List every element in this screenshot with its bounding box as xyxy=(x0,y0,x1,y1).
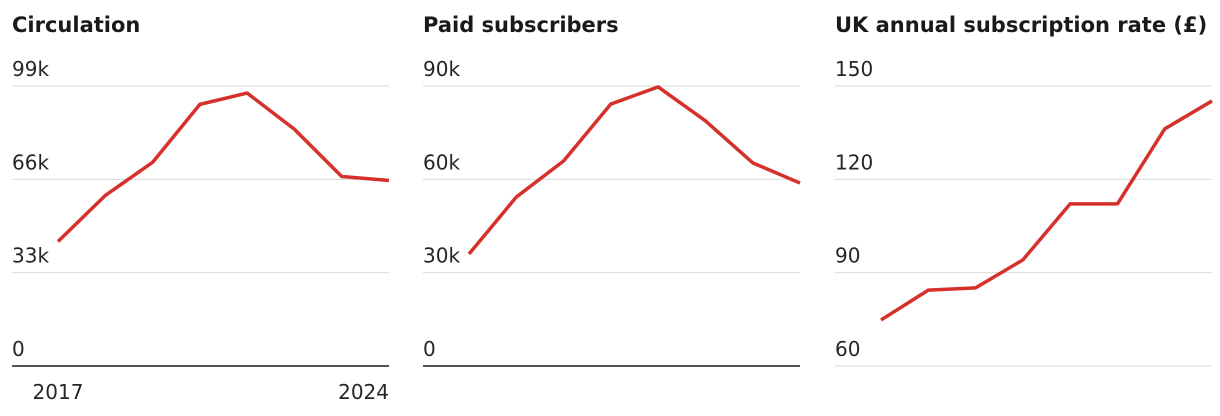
y-tick-label: 60k xyxy=(423,150,460,174)
y-tick-label: 90k xyxy=(423,57,460,81)
y-tick-label: 150 xyxy=(835,57,873,81)
x-tick-label: 2017 xyxy=(33,380,84,404)
y-tick-label: 0 xyxy=(12,337,25,361)
y-tick-label: 33k xyxy=(12,244,49,268)
data-line xyxy=(467,85,801,256)
data-line xyxy=(56,91,390,243)
y-tick-label: 0 xyxy=(423,337,436,361)
y-tick-label: 60 xyxy=(835,337,860,361)
chart-title: Circulation xyxy=(12,13,140,37)
x-tick-label: 2024 xyxy=(338,380,389,404)
y-tick-label: 66k xyxy=(12,150,49,174)
chart-title: UK annual subscription rate (£) xyxy=(835,13,1207,37)
data-line xyxy=(880,99,1213,322)
y-tick-label: 90 xyxy=(835,244,860,268)
chart-title: Paid subscribers xyxy=(423,13,619,37)
y-tick-label: 120 xyxy=(835,150,873,174)
y-tick-label: 99k xyxy=(12,57,49,81)
y-tick-label: 30k xyxy=(423,244,460,268)
